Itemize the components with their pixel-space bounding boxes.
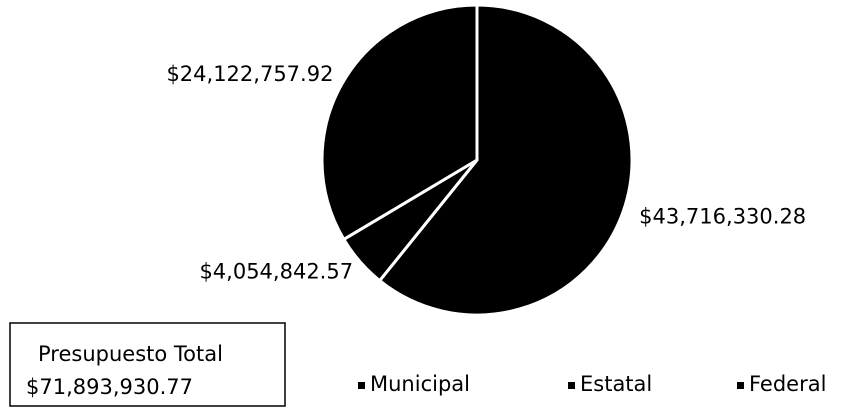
legend-label: Federal [749, 372, 826, 396]
legend-swatch [568, 382, 575, 389]
pie-slice [377, 3, 634, 317]
data-label: $24,122,757.92 [166, 62, 333, 86]
pie-slice [320, 3, 479, 242]
total-value: $71,893,930.77 [26, 375, 193, 399]
legend-label: Municipal [370, 372, 470, 396]
legend-swatch [358, 382, 365, 389]
total-box [9, 322, 286, 407]
legend-label: Estatal [580, 372, 652, 396]
total-label: Presupuesto Total [38, 342, 223, 366]
legend-swatch [737, 382, 744, 389]
data-label: $43,716,330.28 [639, 204, 806, 228]
data-label: $4,054,842.57 [199, 260, 353, 284]
